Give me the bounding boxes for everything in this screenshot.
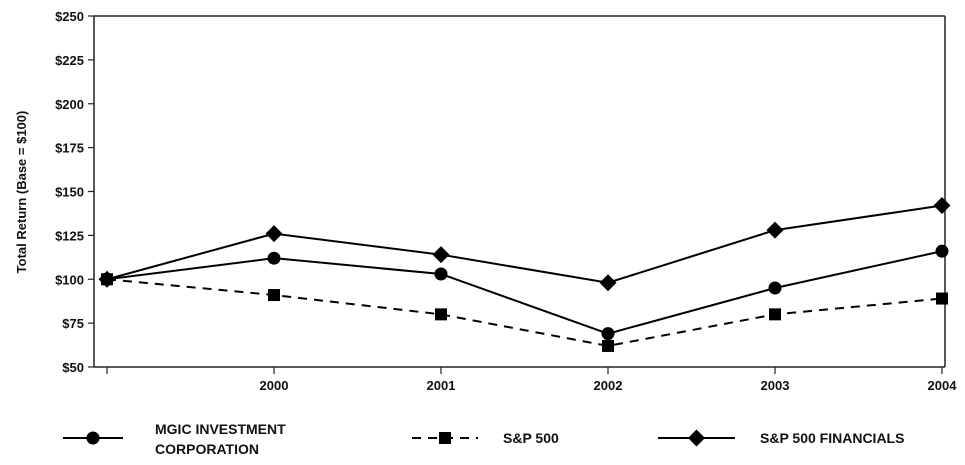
series-line bbox=[106, 204, 943, 284]
legend-marker bbox=[86, 431, 100, 445]
data-point bbox=[936, 292, 948, 305]
y-tick-label: $200 bbox=[55, 97, 84, 112]
y-tick-label: $175 bbox=[55, 141, 84, 156]
y-tick-label: $75 bbox=[62, 316, 84, 331]
x-tick-label: 2000 bbox=[260, 378, 289, 393]
x-tick-label: 2003 bbox=[761, 378, 790, 393]
series-1 bbox=[100, 244, 949, 341]
legend-label: S&P 500 bbox=[503, 430, 559, 446]
legend-item: MGIC INVESTMENT CORPORATION bbox=[63, 421, 286, 457]
data-point bbox=[766, 221, 784, 239]
y-tick-label: $100 bbox=[55, 272, 84, 287]
data-point bbox=[432, 246, 450, 264]
x-axis: 2000 2001 2002 2003 2004 bbox=[106, 367, 958, 393]
data-point bbox=[435, 308, 447, 321]
data-point bbox=[268, 289, 280, 302]
legend-item: S&P 500 FINANCIALS bbox=[658, 429, 904, 447]
data-point bbox=[601, 327, 615, 341]
legend-marker bbox=[688, 429, 705, 447]
x-tick-label: 2004 bbox=[928, 378, 958, 393]
data-point bbox=[434, 267, 448, 281]
x-tick-label: 2002 bbox=[594, 378, 623, 393]
legend-label: CORPORATION bbox=[155, 441, 259, 457]
legend-label: MGIC INVESTMENT bbox=[155, 421, 286, 437]
legend: MGIC INVESTMENT CORPORATION S&P 500 S&P 500… bbox=[63, 421, 904, 457]
plot-area bbox=[93, 15, 946, 368]
series-line bbox=[106, 250, 943, 335]
y-tick-label: $125 bbox=[55, 228, 84, 243]
y-tick-label: $225 bbox=[55, 53, 84, 68]
x-tick-label: 2001 bbox=[427, 378, 456, 393]
data-point bbox=[933, 197, 951, 215]
series-2 bbox=[101, 273, 948, 352]
data-point bbox=[769, 308, 781, 321]
series-3 bbox=[98, 197, 951, 292]
y-tick-label: $50 bbox=[62, 360, 84, 375]
data-point bbox=[98, 270, 116, 288]
data-point bbox=[599, 274, 617, 292]
y-axis-title: Total Return (Base = $100) bbox=[14, 111, 29, 274]
legend-item: S&P 500 bbox=[412, 430, 559, 446]
legend-label: S&P 500 FINANCIALS bbox=[760, 430, 904, 446]
legend-marker bbox=[439, 432, 451, 444]
data-point bbox=[265, 225, 283, 243]
data-point bbox=[935, 244, 949, 258]
y-tick-label: $150 bbox=[55, 185, 84, 200]
y-axis: $50 $75 $100 $125 $150 $175 $200 $225 $250 bbox=[55, 9, 94, 375]
y-tick-label: $250 bbox=[55, 9, 84, 24]
data-point bbox=[267, 251, 281, 265]
data-point bbox=[602, 339, 614, 352]
series-layer bbox=[98, 197, 951, 352]
series-line bbox=[106, 278, 943, 347]
data-point bbox=[768, 281, 782, 295]
